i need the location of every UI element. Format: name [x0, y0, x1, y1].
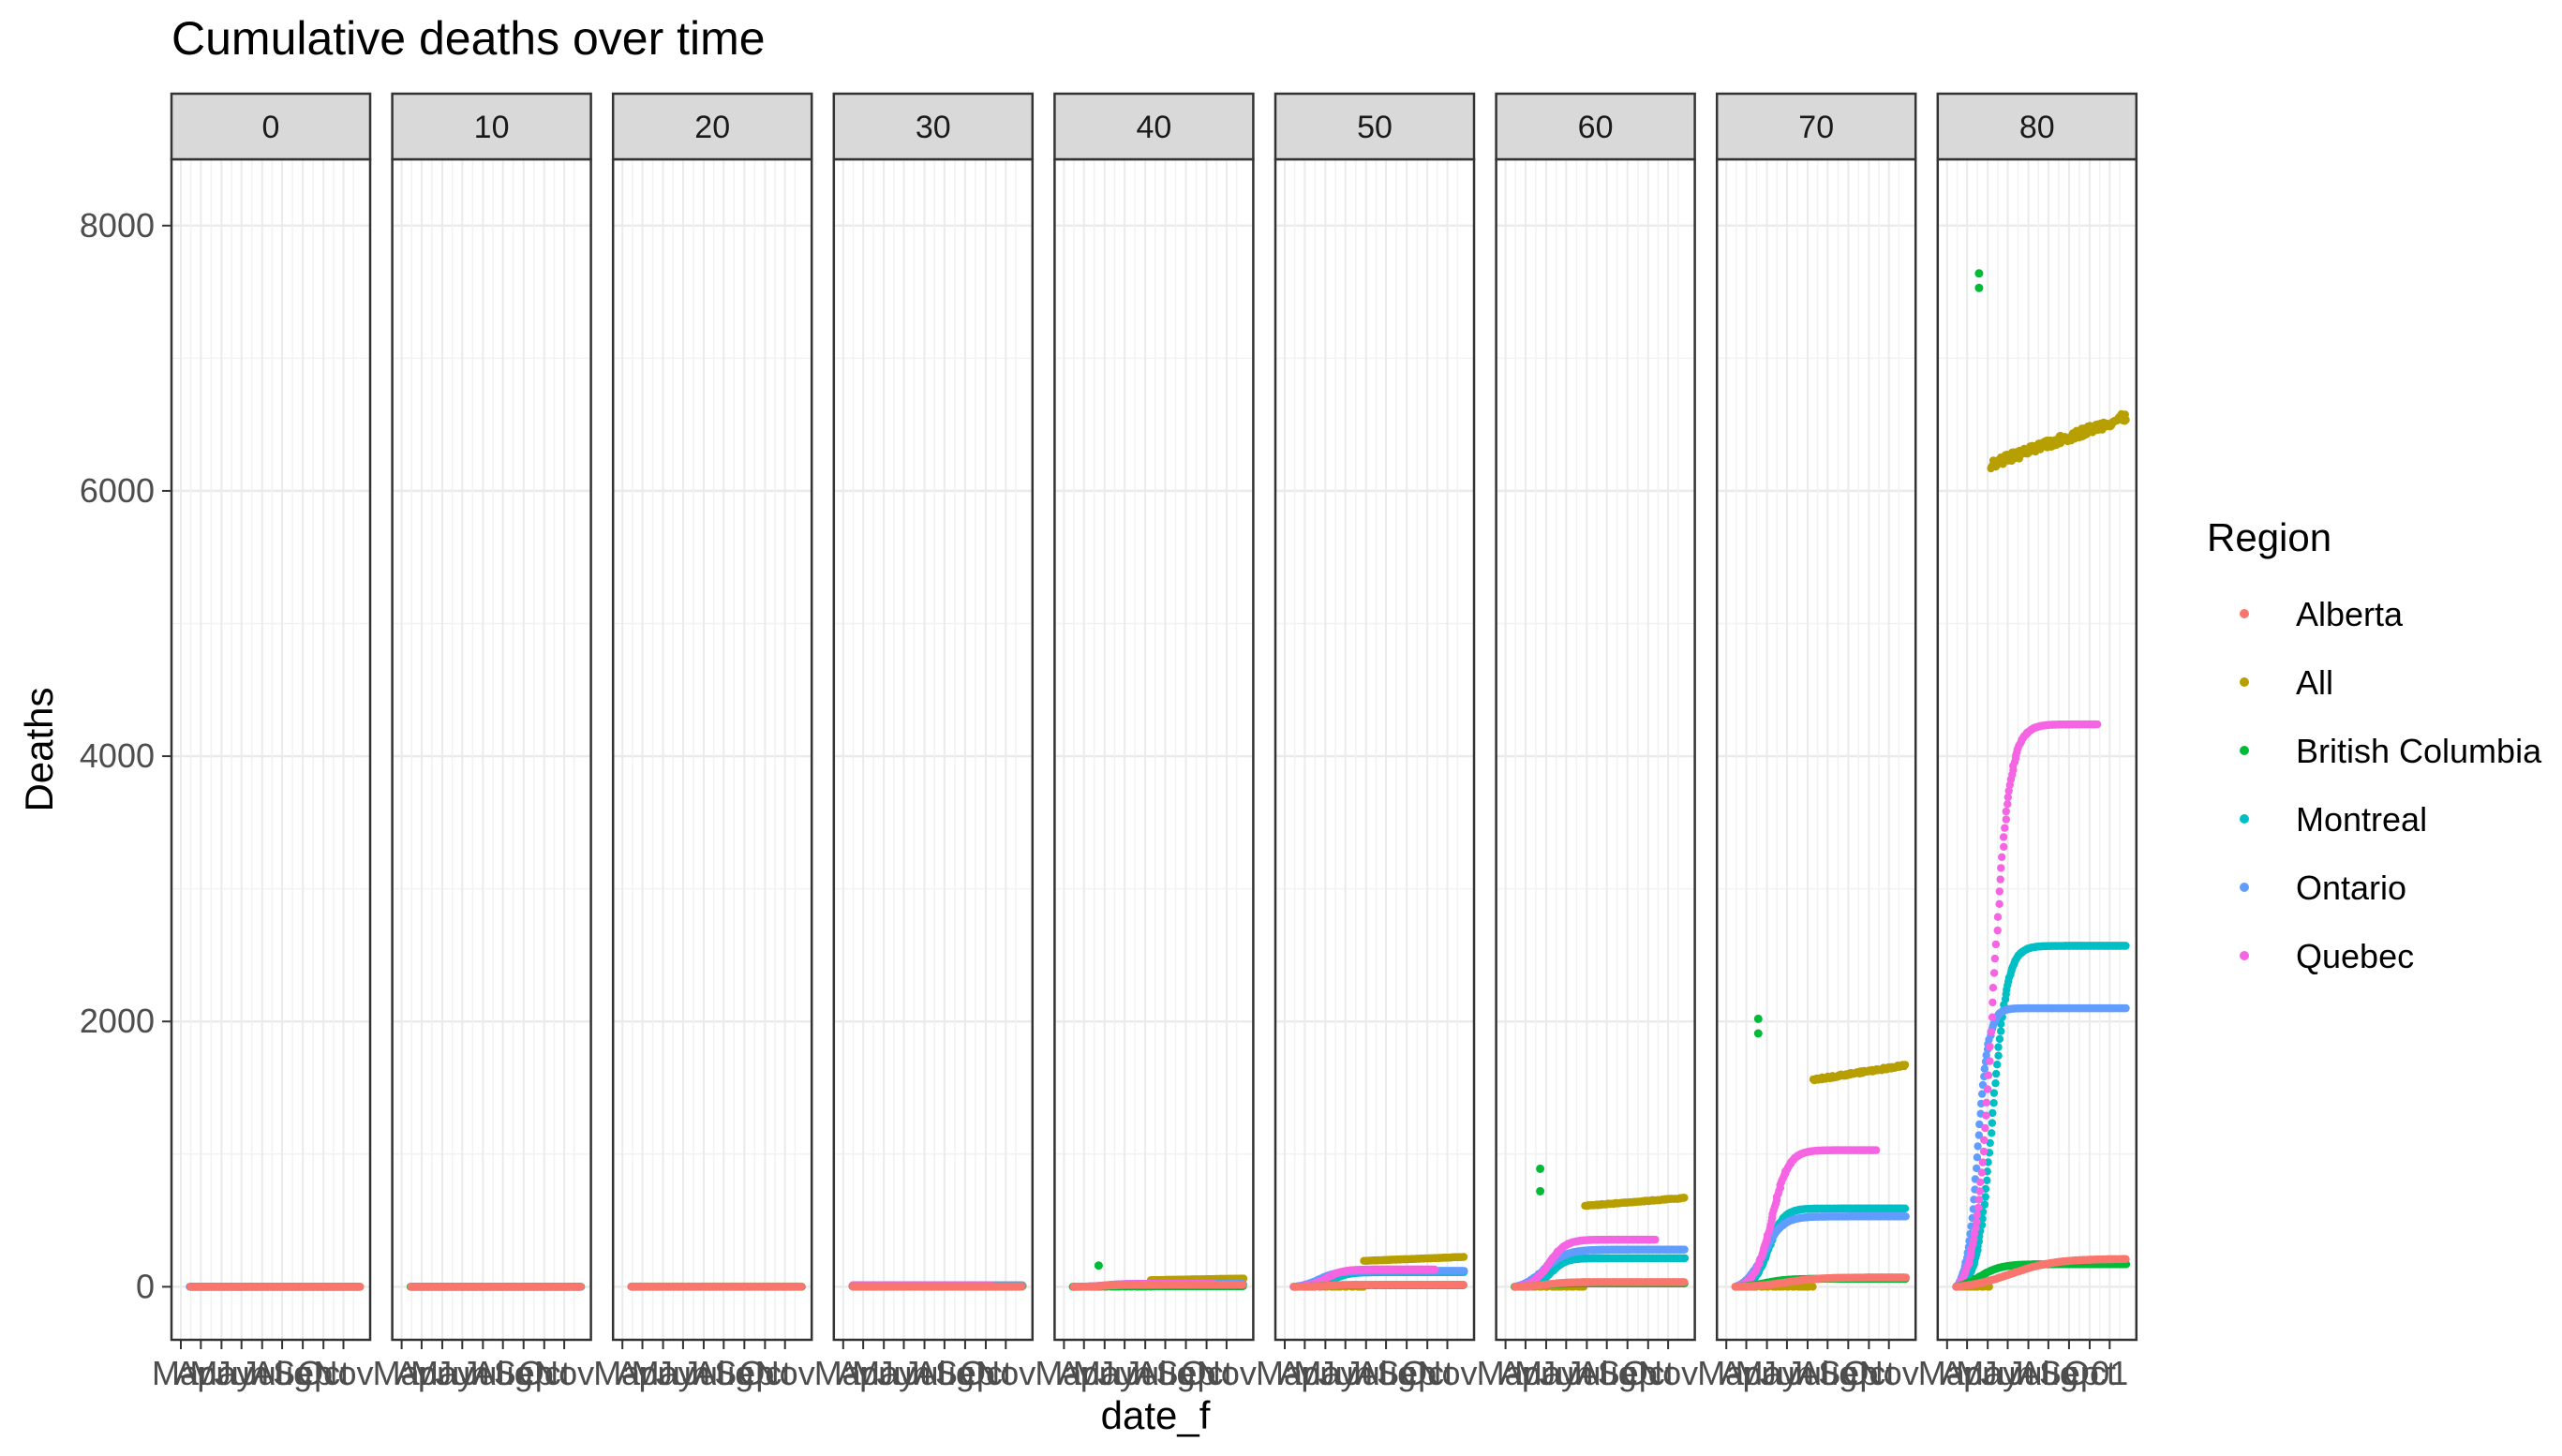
- x-tick-label: Nov: [976, 1354, 1035, 1392]
- panel-points: [627, 1283, 805, 1291]
- panel-points: [848, 1282, 1026, 1291]
- x-tick-label: Nov: [534, 1354, 594, 1392]
- facet-label: 0: [262, 110, 280, 145]
- panel-points: [407, 1283, 586, 1290]
- x-tick-label: Nov: [755, 1354, 815, 1392]
- y-axis-title: Deaths: [17, 687, 61, 811]
- point-alberta: [576, 1283, 584, 1290]
- facet-panels: 0MarAprMayJunJulAugSepOctNov10MarAprMayJ…: [152, 94, 2137, 1392]
- facet-label: 30: [916, 110, 951, 145]
- x-tick-label: Nov: [313, 1354, 373, 1392]
- facet-label: 20: [694, 110, 730, 145]
- facet-label: 10: [474, 110, 510, 145]
- x-axis-title: date_f: [1101, 1393, 1211, 1437]
- point-alberta: [1018, 1283, 1025, 1290]
- point-alberta: [356, 1283, 364, 1290]
- chart-title: Cumulative deaths over time: [171, 12, 766, 65]
- panel-points: [186, 1283, 364, 1290]
- point-alberta: [797, 1283, 805, 1290]
